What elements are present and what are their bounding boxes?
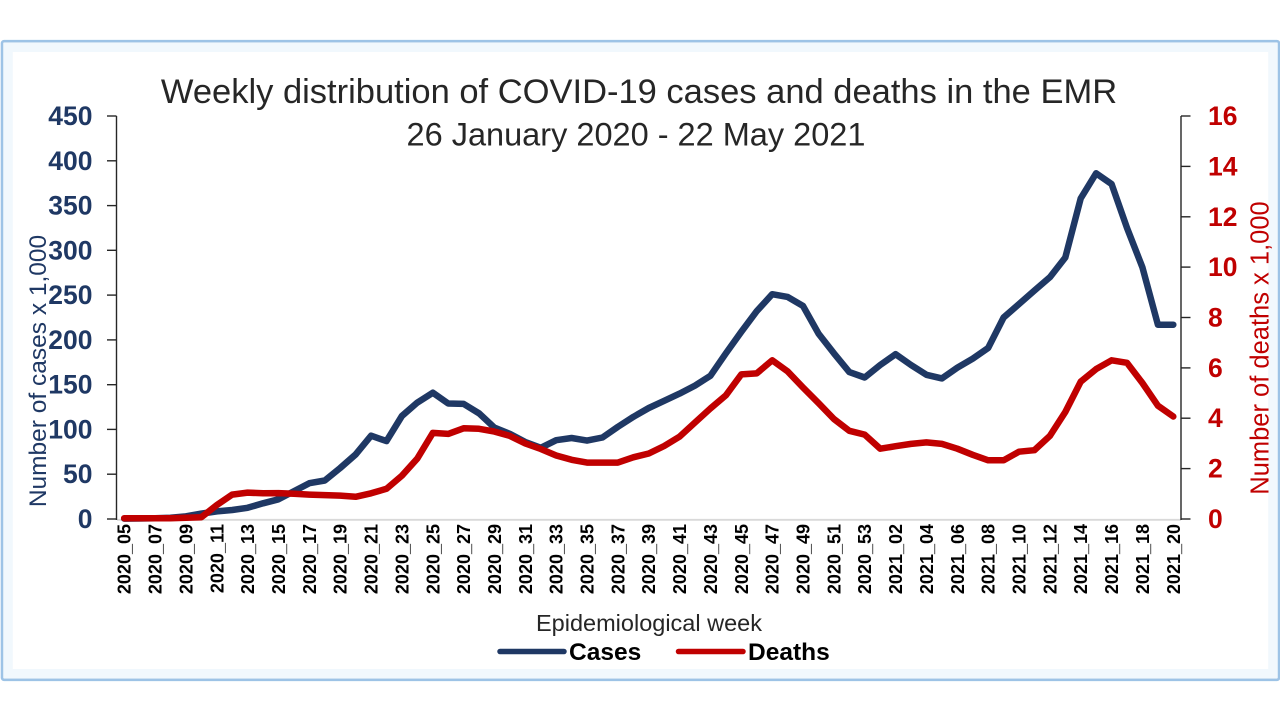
svg-text:450: 450 — [48, 101, 92, 131]
svg-text:10: 10 — [1208, 252, 1237, 282]
svg-text:2021_18: 2021_18 — [1133, 524, 1153, 594]
svg-text:2020_11: 2020_11 — [207, 524, 227, 593]
svg-text:100: 100 — [48, 414, 92, 444]
svg-text:2021_12: 2021_12 — [1040, 524, 1060, 594]
svg-text:2020_17: 2020_17 — [300, 524, 320, 594]
svg-text:16: 16 — [1208, 101, 1237, 131]
svg-text:0: 0 — [1208, 504, 1223, 534]
svg-text:0: 0 — [78, 504, 93, 534]
svg-text:2020_09: 2020_09 — [176, 524, 196, 594]
svg-text:2021_14: 2021_14 — [1071, 524, 1091, 594]
svg-text:Epidemiological week: Epidemiological week — [536, 610, 762, 636]
svg-text:26 January 2020 - 22 May 2021: 26 January 2020 - 22 May 2021 — [407, 117, 866, 153]
svg-text:Number of deaths x 1,000: Number of deaths x 1,000 — [1247, 201, 1275, 494]
svg-text:2021_20: 2021_20 — [1164, 524, 1184, 594]
svg-text:300: 300 — [48, 235, 92, 265]
svg-text:50: 50 — [63, 459, 92, 489]
svg-text:Deaths: Deaths — [748, 639, 830, 666]
svg-text:2020_13: 2020_13 — [238, 524, 258, 594]
svg-text:150: 150 — [48, 370, 92, 400]
svg-text:2020_47: 2020_47 — [763, 524, 783, 594]
svg-text:2020_29: 2020_29 — [485, 524, 505, 594]
svg-text:Cases: Cases — [569, 639, 641, 666]
svg-text:Number of cases x 1,000: Number of cases x 1,000 — [25, 235, 52, 507]
svg-text:2020_45: 2020_45 — [732, 524, 752, 594]
svg-text:2020_49: 2020_49 — [794, 524, 814, 594]
svg-text:2020_05: 2020_05 — [115, 524, 135, 594]
svg-text:12: 12 — [1208, 202, 1237, 232]
svg-text:400: 400 — [48, 146, 92, 176]
svg-text:2021_16: 2021_16 — [1102, 524, 1122, 594]
svg-text:2021_10: 2021_10 — [1010, 524, 1030, 594]
svg-text:350: 350 — [48, 191, 92, 221]
svg-text:14: 14 — [1208, 151, 1238, 181]
svg-text:2020_07: 2020_07 — [146, 524, 166, 594]
svg-text:250: 250 — [48, 280, 92, 310]
svg-text:2020_23: 2020_23 — [392, 524, 412, 594]
svg-text:2020_35: 2020_35 — [578, 524, 598, 594]
svg-text:2021_06: 2021_06 — [948, 524, 968, 594]
svg-text:2020_27: 2020_27 — [454, 524, 474, 594]
svg-text:2020_21: 2020_21 — [362, 524, 382, 594]
svg-text:2020_41: 2020_41 — [670, 524, 690, 594]
svg-text:2020_25: 2020_25 — [423, 524, 443, 594]
svg-text:8: 8 — [1208, 303, 1223, 333]
svg-text:2: 2 — [1208, 454, 1223, 484]
svg-text:2020_51: 2020_51 — [824, 524, 844, 594]
svg-text:200: 200 — [48, 325, 92, 355]
svg-text:2021_02: 2021_02 — [886, 524, 906, 594]
svg-text:4: 4 — [1208, 403, 1223, 433]
svg-text:Weekly distribution of COVID-1: Weekly distribution of COVID-19 cases an… — [161, 73, 1117, 111]
svg-text:2020_19: 2020_19 — [331, 524, 351, 594]
svg-text:2020_53: 2020_53 — [855, 524, 875, 594]
svg-text:2020_37: 2020_37 — [608, 524, 628, 594]
svg-text:2020_31: 2020_31 — [516, 524, 536, 594]
svg-text:2021_04: 2021_04 — [917, 524, 937, 594]
svg-text:2020_39: 2020_39 — [639, 524, 659, 594]
svg-text:2020_33: 2020_33 — [547, 524, 567, 594]
svg-text:2020_15: 2020_15 — [269, 524, 289, 594]
svg-text:6: 6 — [1208, 353, 1223, 383]
svg-text:2021_08: 2021_08 — [979, 524, 999, 594]
svg-text:2020_43: 2020_43 — [701, 524, 721, 594]
